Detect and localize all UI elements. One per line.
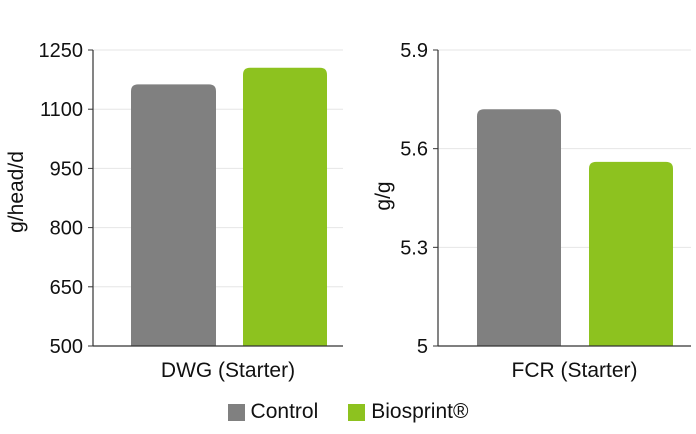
x-axis-label: FCR (Starter) [512,359,638,382]
legend-item-control: Control [227,400,319,424]
legend-swatch-control [227,403,245,421]
legend: Control Biosprint® [0,397,696,427]
y-tick-label: 5.6 [400,139,428,161]
y-tick-label: 1250 [39,40,84,62]
bar-biosprint [589,161,673,346]
y-tick-label: 800 [50,218,83,240]
y-tick-label: 950 [50,158,83,180]
y-tick-label: 5 [417,336,428,358]
y-axis-label: g/head/d [5,151,28,233]
bar-control [477,109,561,346]
y-tick-label: 5.3 [400,237,428,259]
legend-swatch-biosprint [348,403,366,421]
y-tick-label: 500 [50,336,83,358]
x-axis-label: DWG (Starter) [161,359,295,382]
legend-item-biosprint: Biosprint® [348,400,468,424]
bar-biosprint [243,67,327,346]
y-tick-label: 1100 [40,99,83,121]
legend-label-biosprint: Biosprint® [371,400,469,423]
bar-control [131,84,216,346]
legend-label-control: Control [250,400,319,423]
y-tick-label: 650 [50,277,83,299]
y-axis-label: g/g [372,181,395,210]
chart-fcr: 5 5.3 5.6 5.9 FCR (Starter) g/g [372,40,691,382]
y-tick-label: 5.9 [400,40,428,62]
bar-charts: 500 650 800 950 1100 1250 DWG (Starter) g/head/… [5,40,691,382]
chart-dwg: 500 650 800 950 1100 1250 DWG (Starter) g/head/… [5,40,343,382]
